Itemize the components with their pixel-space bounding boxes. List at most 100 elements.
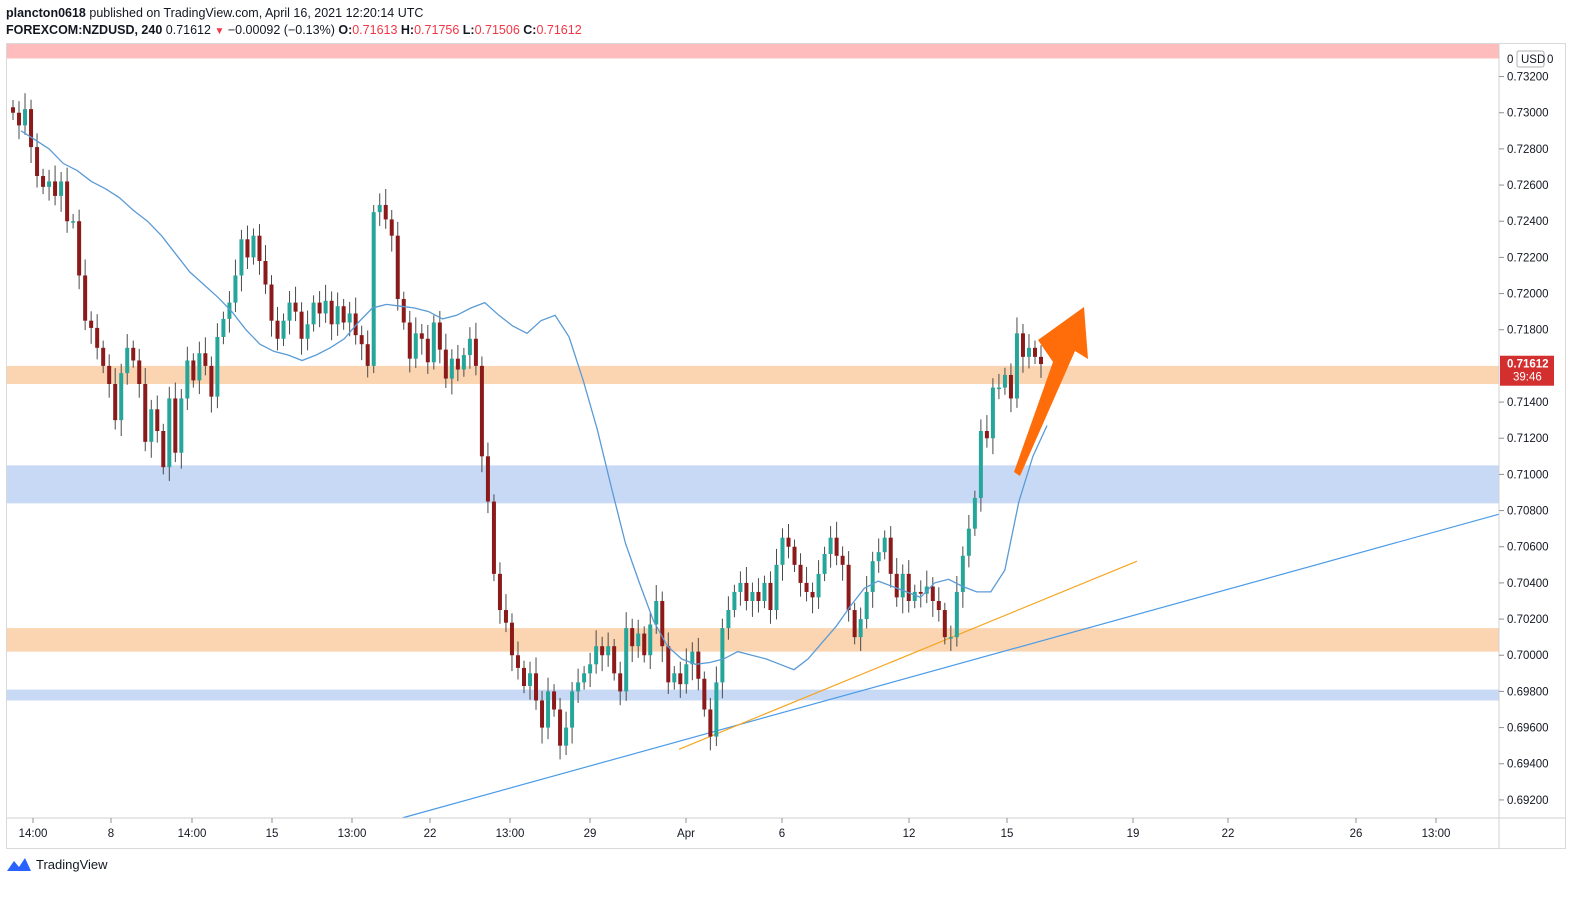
price-tick-label: 0.73200 [1507, 72, 1549, 84]
up-candle [828, 537, 833, 554]
up-candle [335, 306, 340, 325]
down-candle [768, 582, 773, 611]
time-tick-label: 19 [1127, 828, 1140, 840]
down-candle [810, 591, 815, 598]
up-candle [738, 582, 743, 592]
up-candle [990, 387, 995, 439]
down-candle [834, 537, 839, 556]
down-candle [756, 591, 761, 601]
up-candle [690, 651, 695, 665]
up-candle [413, 333, 418, 359]
up-candle [461, 355, 466, 370]
brand-name[interactable]: TradingView [36, 856, 108, 872]
down-candle [558, 709, 563, 746]
up-candle [672, 673, 677, 683]
down-candle [552, 691, 557, 710]
up-candle [822, 553, 827, 574]
down-candle [666, 646, 671, 683]
down-candle [1039, 356, 1043, 365]
down-candle [443, 349, 448, 379]
down-candle [53, 181, 58, 196]
chart-header: plancton0618 published on TradingView.co… [6, 5, 1586, 39]
up-candle [119, 373, 124, 421]
currency-box [1516, 50, 1545, 68]
down-candle [209, 365, 214, 397]
down-candle [329, 300, 334, 325]
down-candle [660, 600, 665, 647]
down-candle [389, 219, 394, 236]
down-candle [437, 322, 442, 350]
low-value: 0.71506 [474, 23, 520, 37]
down-candle [203, 353, 208, 366]
down-candle [89, 320, 94, 328]
down-candle [407, 322, 412, 359]
up-candle [371, 212, 376, 366]
up-candle [125, 347, 130, 374]
up-candle [606, 646, 611, 656]
down-candle [299, 311, 304, 339]
time-tick-label: 14:00 [19, 828, 48, 840]
symbol-label[interactable]: FOREXCOM:NZDUSD, 240 [6, 23, 163, 37]
author-name[interactable]: plancton0618 [6, 6, 86, 20]
up-candle [780, 537, 785, 565]
down-candle [41, 176, 46, 187]
down-candle [275, 320, 280, 339]
down-candle [161, 431, 166, 468]
down-candle [65, 181, 70, 222]
down-candle [83, 275, 88, 321]
down-candle [113, 383, 118, 421]
blue-zone [7, 465, 1499, 504]
down-candle [455, 358, 460, 370]
up-candle [684, 664, 689, 685]
down-candle [786, 537, 791, 547]
down-candle [840, 555, 845, 565]
down-candle [35, 147, 40, 177]
down-candle [77, 221, 82, 276]
up-candle [287, 302, 292, 321]
price-chart[interactable]: 0.73200 0.73000 0.72800 0.72600 0.72400 0.722… [7, 44, 1565, 848]
open-value: 0.71613 [352, 23, 398, 37]
up-candle [582, 673, 587, 683]
down-candle [29, 109, 34, 148]
down-candle [804, 582, 809, 592]
down-candle [107, 365, 112, 384]
time-tick-label: 29 [584, 828, 597, 840]
up-candle [239, 239, 244, 276]
price-tick-label: 0.72800 [1507, 144, 1549, 156]
price-tick-label: 0.70400 [1507, 578, 1549, 590]
down-candle [642, 633, 647, 656]
up-candle [624, 628, 629, 692]
price-tick-label: 0.71000 [1507, 469, 1549, 481]
up-candle [167, 398, 172, 468]
price-tick-label: 0.69400 [1507, 759, 1549, 771]
up-candle [972, 497, 977, 529]
up-candle [870, 561, 875, 592]
up-candle [594, 646, 599, 665]
arrow-layer [1014, 307, 1088, 476]
time-tick-label: 8 [108, 828, 114, 840]
down-candle [678, 673, 683, 685]
axes-layer: 0.73200 0.73000 0.72800 0.72600 0.72400 0.722… [7, 44, 1565, 848]
down-candle [353, 313, 358, 336]
down-candle [630, 628, 635, 647]
currency-prefix: 0 [1507, 54, 1513, 66]
down-candle [497, 573, 502, 611]
up-candle [449, 358, 454, 379]
trendlines-layer [401, 513, 1500, 819]
down-candle [131, 347, 136, 361]
down-candle [263, 261, 268, 285]
down-candle [534, 673, 539, 701]
down-candle [521, 667, 526, 686]
up-candle [774, 564, 779, 611]
up-candle [900, 573, 905, 598]
price-tick-label: 0.69600 [1507, 723, 1549, 735]
time-tick-label: 13:00 [1422, 828, 1451, 840]
up-candle [23, 109, 28, 126]
down-candle [509, 622, 514, 656]
price-tick-label: 0.69800 [1507, 686, 1549, 698]
up-candle [47, 181, 52, 187]
chart-pane[interactable]: 0.73200 0.73000 0.72800 0.72600 0.72400 0.722… [6, 43, 1566, 849]
last-price-tag [1500, 355, 1554, 386]
down-candle [540, 700, 545, 728]
price-tick-label: 0.71800 [1507, 325, 1549, 337]
